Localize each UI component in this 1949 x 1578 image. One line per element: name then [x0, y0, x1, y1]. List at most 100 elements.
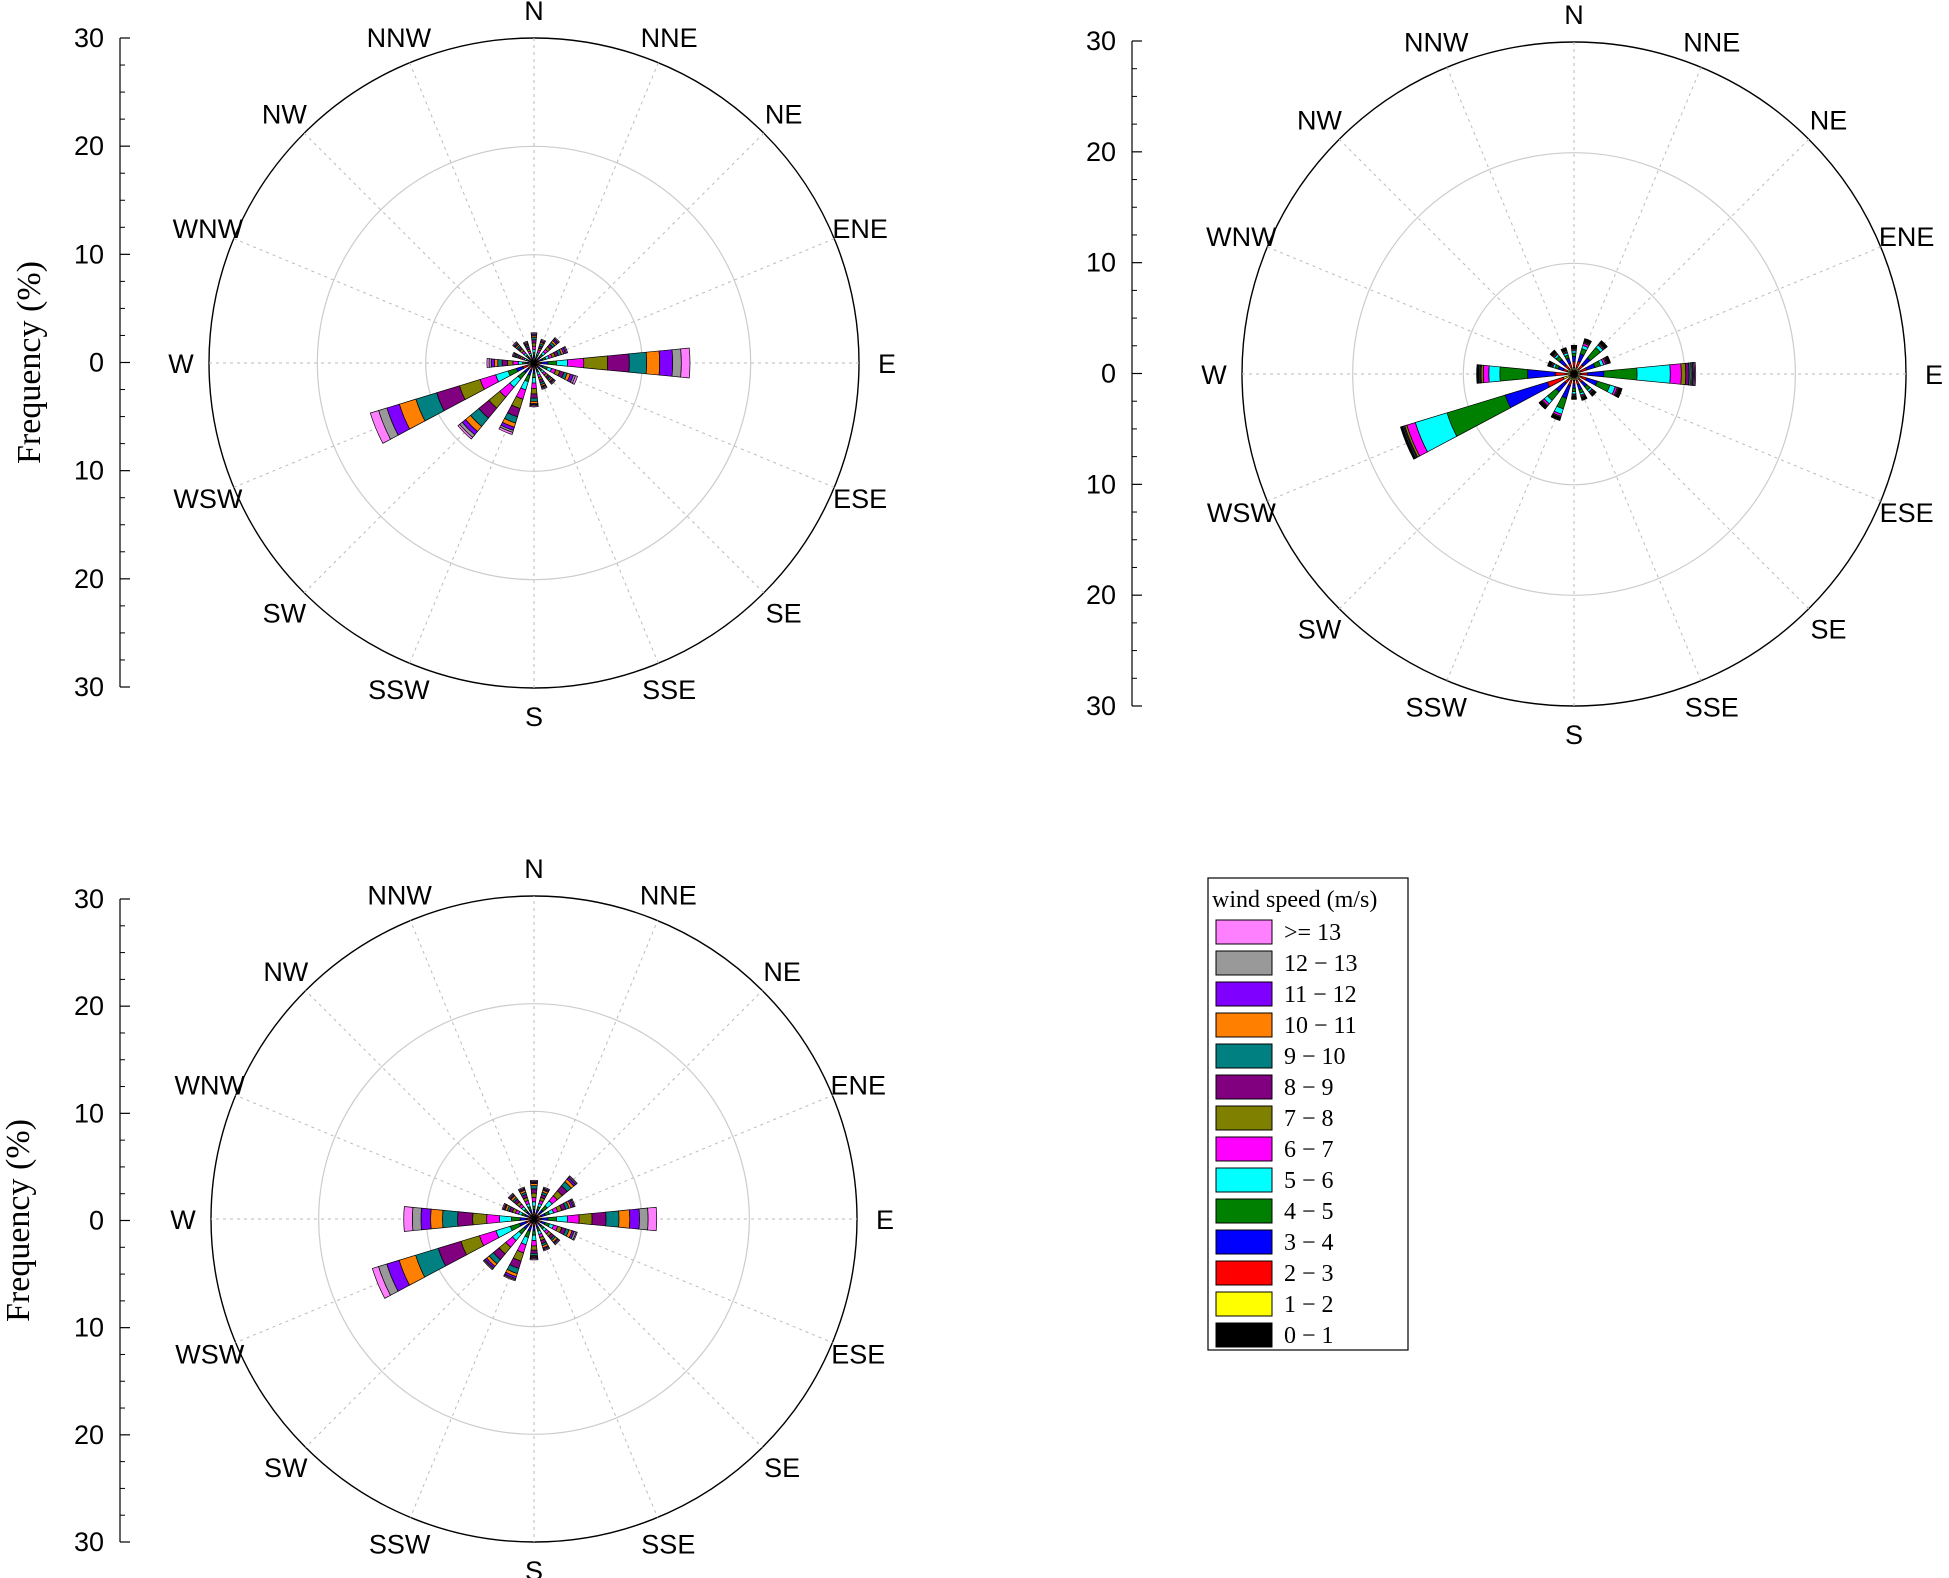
spoke [409, 362, 535, 664]
direction-label-e: E [878, 349, 896, 379]
direction-label-ssw: SSW [369, 1529, 431, 1559]
petal-segment-w-bin-3 [1527, 369, 1556, 379]
y-tick-label: 30 [74, 884, 104, 914]
direction-label-sw: SW [263, 599, 307, 629]
legend-title: wind speed (m/s) [1212, 887, 1377, 913]
spoke [533, 1218, 763, 1448]
petal-segment-ne-bin-13 [568, 1175, 578, 1185]
legend-swatch [1215, 1136, 1273, 1162]
y-tick-label: 20 [74, 564, 104, 594]
spoke [533, 990, 763, 1220]
petal-segment-nnw-bin-13 [517, 1186, 525, 1191]
petal-segment-nw-bin-13 [507, 1192, 514, 1199]
spoke [533, 362, 765, 594]
direction-label-ese: ESE [831, 1339, 885, 1369]
petal-segment-w-bin-4 [511, 1216, 521, 1222]
petal-segment-w-bin-7 [507, 360, 514, 366]
petal-segment-e-bin-4 [547, 360, 558, 366]
grid-ring [318, 1003, 750, 1435]
petal-segment-s-bin-4 [1571, 387, 1577, 393]
legend-item-label: 2 − 3 [1284, 1261, 1334, 1287]
spoke [1573, 67, 1702, 375]
petal-segment-e-bin-2 [1580, 372, 1588, 376]
petal-segment-w-bin-4 [522, 361, 527, 365]
petal-segment-ne-bin-13 [553, 337, 560, 344]
direction-label-s: S [525, 1556, 543, 1578]
petal-segment-w-bin-2 [526, 1217, 531, 1221]
petal-segment-ese-bin-13 [572, 1231, 578, 1241]
y-tick-label: 10 [74, 1098, 104, 1128]
direction-label-sw: SW [1298, 615, 1342, 645]
spoke [533, 920, 659, 1220]
spoke [305, 1218, 535, 1448]
direction-label-sse: SSE [641, 1529, 695, 1559]
direction-label-w: W [1201, 360, 1227, 390]
petal-segment-w-bin-3 [519, 1217, 527, 1221]
petal-segment-n-bin-13 [529, 1179, 539, 1182]
petal-segment-w-bin-13 [1476, 364, 1478, 384]
petal-segment-n-bin-4 [532, 1205, 536, 1210]
petal-segment-sse-bin-13 [541, 385, 548, 390]
direction-label-nw: NW [1297, 105, 1342, 135]
spoke [233, 238, 535, 364]
grid-ring [1352, 152, 1796, 596]
y-tick-label: 20 [1086, 580, 1116, 610]
petal-segment-ne-bin-13 [1600, 340, 1608, 348]
petal-segment-w-bin-13 [486, 358, 490, 368]
petal-segment-w-bin-8 [457, 1211, 474, 1227]
petal-segment-n-bin-6 [531, 1197, 537, 1203]
legend-item-label: 4 − 5 [1284, 1199, 1334, 1225]
petal-segment-w-bin-5 [517, 361, 524, 365]
petal-segment-n-bin-8 [531, 339, 537, 344]
petal-segment-w-bin-10 [494, 358, 499, 368]
petal-segment-e-bin-2 [537, 361, 542, 365]
petal-segment-e-bin-7 [583, 355, 609, 371]
petal-segment-e-bin-7 [1680, 362, 1687, 386]
legend-item-label: 9 − 10 [1284, 1044, 1346, 1070]
petal-segment-w-bin-13 [403, 1206, 414, 1232]
legend-item-label: 6 − 7 [1284, 1137, 1334, 1163]
legend-item-label: 12 − 13 [1284, 951, 1358, 977]
legend-item-label: 11 − 12 [1284, 982, 1357, 1008]
direction-label-ssw: SSW [368, 675, 430, 705]
direction-label-nw: NW [263, 957, 308, 987]
petal-segment-nnw-bin-13 [1560, 347, 1567, 351]
petal-segment-s-bin-8 [530, 1249, 538, 1254]
y-tick-label: 10 [1086, 469, 1116, 499]
spoke [1338, 138, 1575, 375]
petal-segment-n-bin-1 [1572, 367, 1576, 372]
petal-segment-sse-bin-13 [1581, 397, 1588, 401]
direction-label-n: N [1564, 0, 1584, 30]
grid-ring [316, 145, 752, 581]
legend-swatch [1215, 1229, 1273, 1255]
petal-segment-w-bin-6 [512, 360, 519, 366]
spoke [409, 62, 535, 364]
petal-segment-e-bin-6 [566, 1214, 580, 1224]
y-tick-label: 0 [89, 348, 104, 378]
petal-segment-se-bin-13 [550, 379, 556, 385]
petal-segment-e-bin-4 [547, 1216, 557, 1222]
direction-label-ene: ENE [1879, 222, 1935, 252]
petal-segment-s-bin-7 [530, 387, 538, 395]
petal-segment-wnw-bin-13 [1547, 360, 1551, 367]
direction-label-wsw: WSW [175, 1339, 244, 1369]
petal-segment-ssw-bin-13 [503, 1274, 516, 1282]
petal-segment-wsw-bin-13 [1400, 426, 1415, 460]
petal-segment-e-bin-5 [556, 1215, 568, 1223]
direction-label-e: E [876, 1205, 894, 1235]
legend-swatch [1215, 1167, 1273, 1193]
legend-item-label: 0 − 1 [1284, 1323, 1334, 1349]
spoke [533, 132, 765, 364]
petal-segment-ese-bin-13 [571, 375, 578, 385]
petal-segment-w-bin-11 [420, 1207, 432, 1231]
y-tick-label: 10 [1086, 248, 1116, 278]
direction-label-nnw: NNW [1404, 27, 1469, 57]
legend: wind speed (m/s) >= 13 12 − 13 11 − 12 10 − … [1207, 877, 1409, 1351]
petal-segment-se-bin-13 [554, 1239, 561, 1246]
petal-segment-e-bin-3 [1586, 370, 1605, 378]
y-tick-label: 0 [1101, 359, 1116, 389]
petal-segment-nnw-bin-13 [522, 340, 529, 345]
spoke [533, 362, 835, 488]
petal-segment-wsw-bin-13 [371, 1266, 391, 1299]
